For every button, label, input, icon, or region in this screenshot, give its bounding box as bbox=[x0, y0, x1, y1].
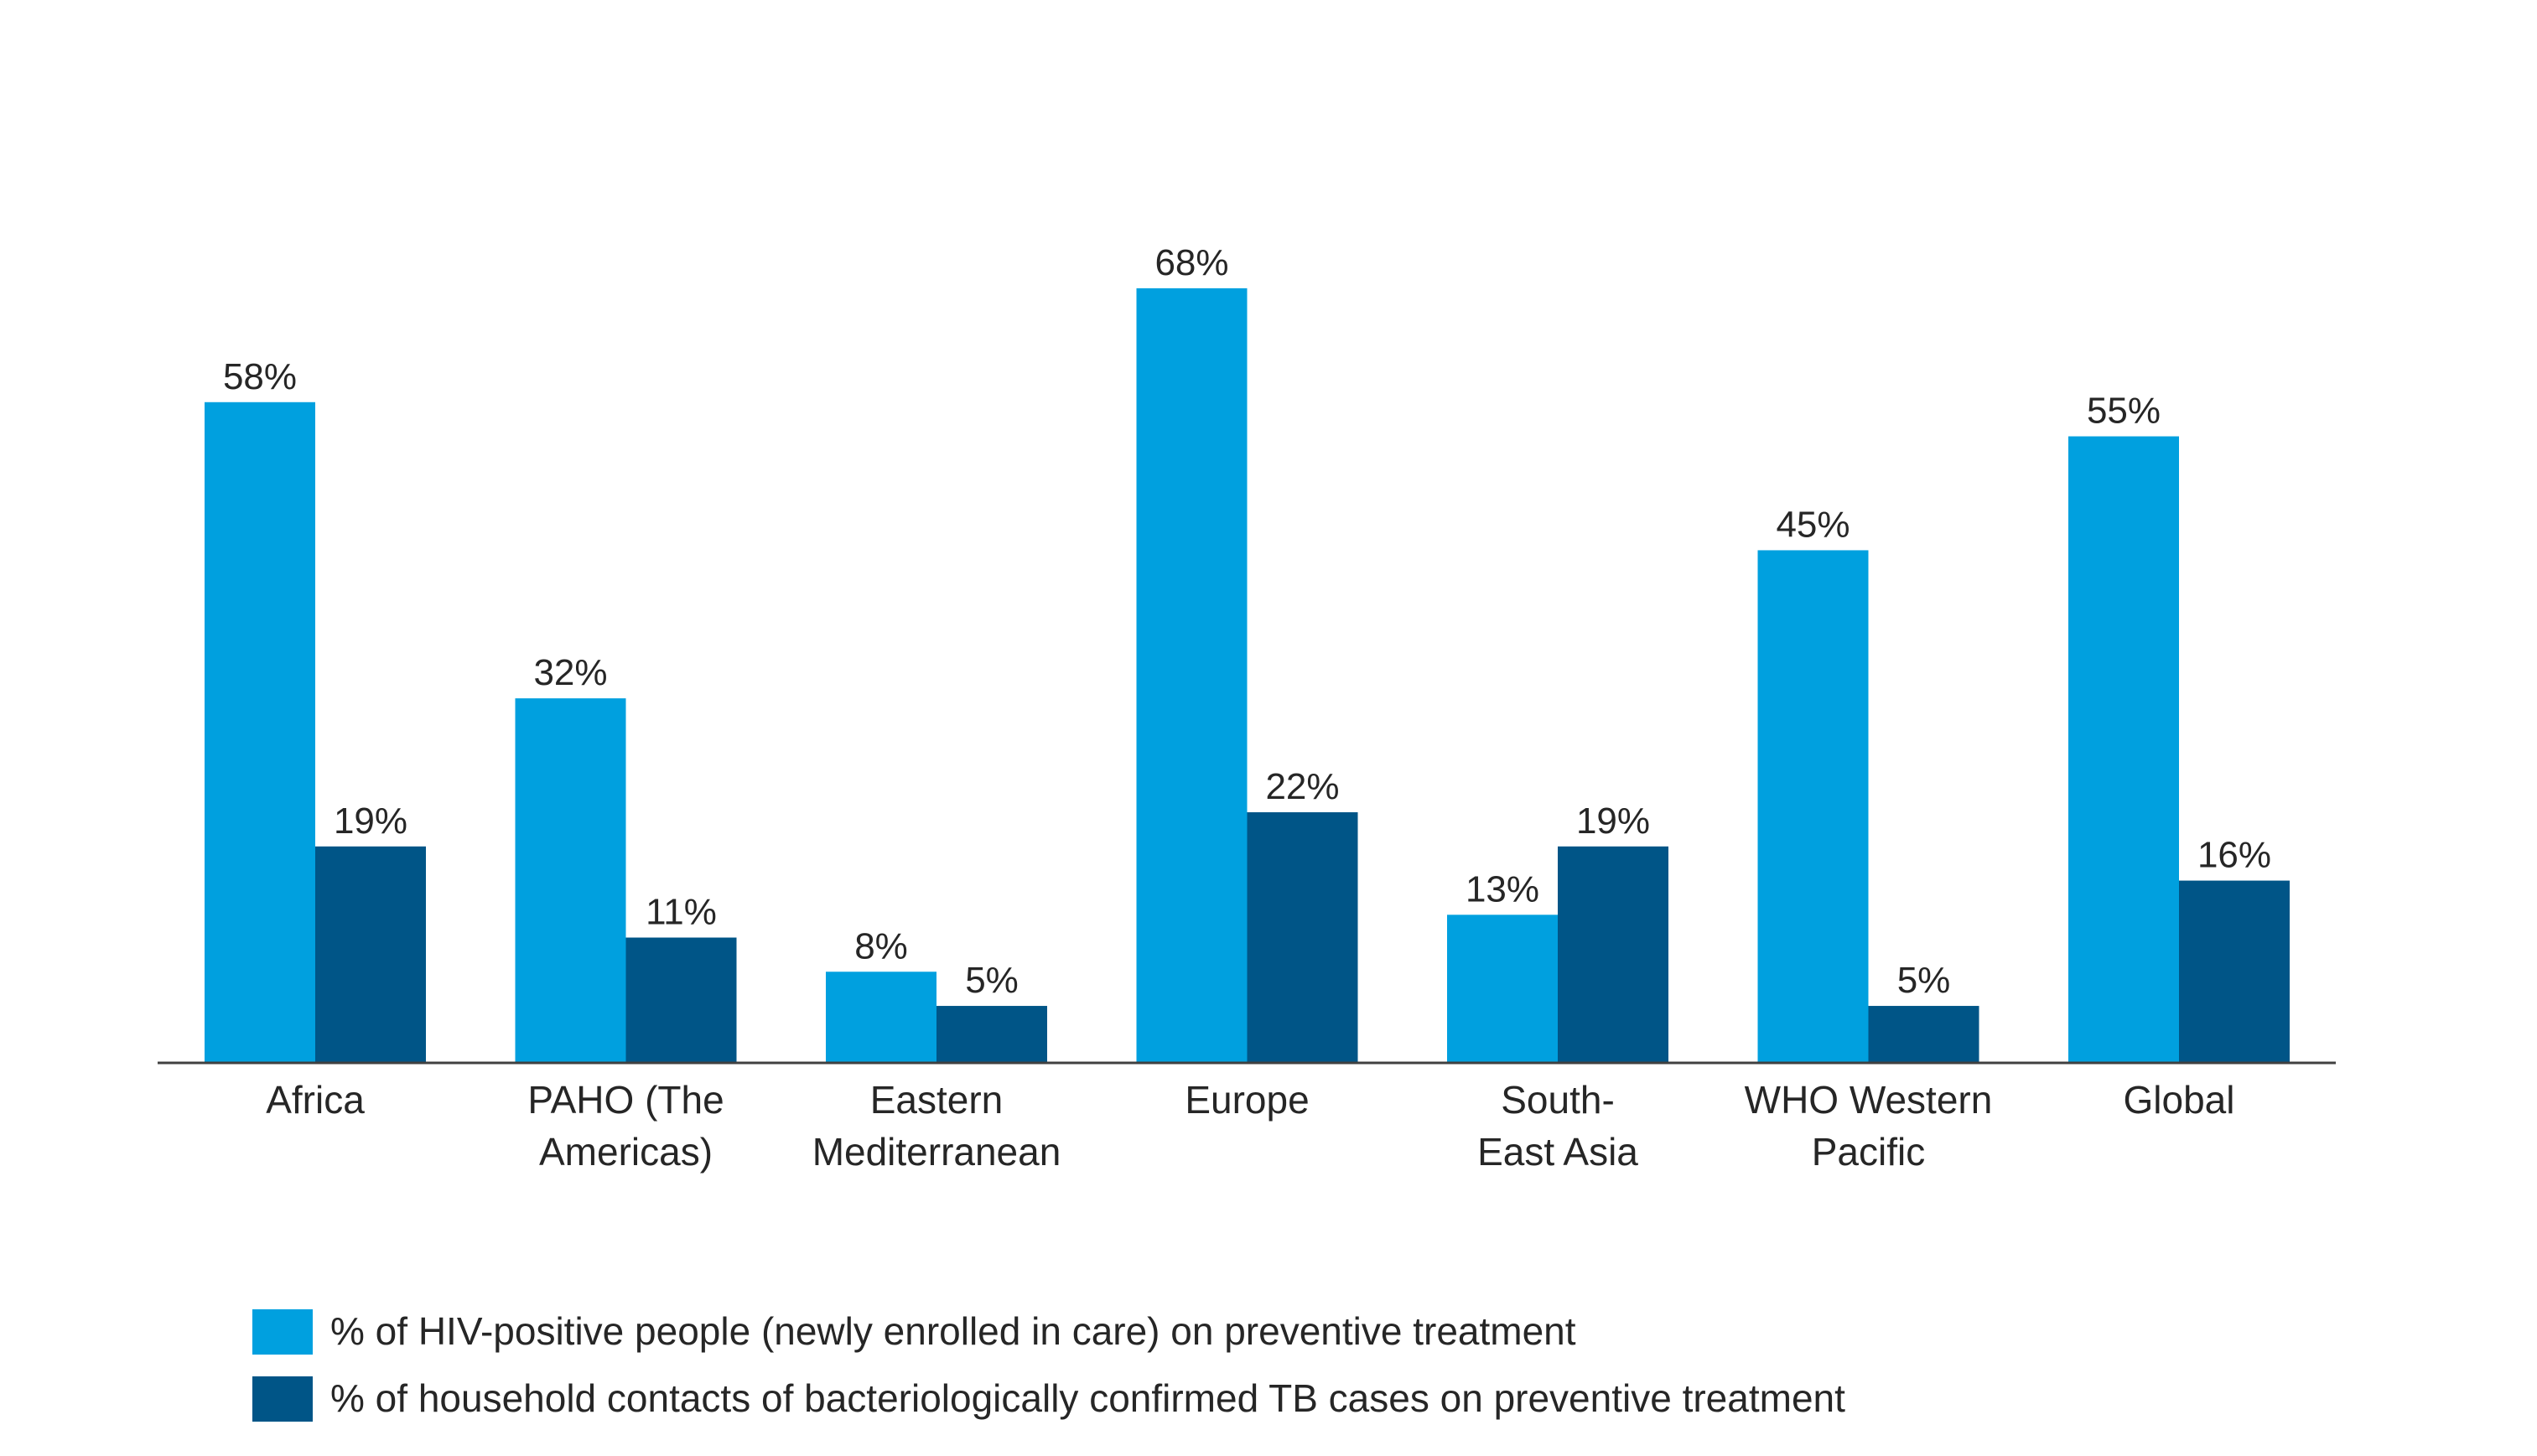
x-tick-label: East Asia bbox=[1477, 1130, 1638, 1174]
bar-household-contacts bbox=[2179, 880, 2290, 1063]
data-label: 11% bbox=[646, 892, 717, 933]
data-label: 19% bbox=[1576, 801, 1650, 842]
bar-hiv-positive bbox=[515, 698, 626, 1063]
x-tick-label: Global bbox=[2124, 1078, 2235, 1122]
bar-hiv-positive bbox=[205, 402, 315, 1063]
data-label: 32% bbox=[533, 652, 607, 693]
x-tick-label: Europe bbox=[1185, 1078, 1309, 1122]
x-tick-labels-layer: Africa PAHO (The Americas) Eastern Mediterra… bbox=[266, 1078, 2234, 1174]
bar-hiv-positive bbox=[1136, 288, 1248, 1063]
legend-label-household-contacts: % of household contacts of bacteriologic… bbox=[330, 1376, 1845, 1420]
bar-hiv-positive bbox=[826, 972, 936, 1063]
x-tick-label: Eastern bbox=[870, 1078, 1004, 1122]
x-tick-label: South- bbox=[1501, 1078, 1615, 1122]
data-label: 16% bbox=[2197, 835, 2271, 876]
x-tick-label: WHO Western bbox=[1745, 1078, 1993, 1122]
data-label: 8% bbox=[854, 925, 908, 966]
x-tick-label: Africa bbox=[266, 1078, 365, 1122]
bars-layer bbox=[205, 288, 2290, 1063]
bar-hiv-positive bbox=[1447, 915, 1558, 1063]
bar-hiv-positive bbox=[1757, 550, 1869, 1063]
data-labels-layer: 58% 19% 32% 11% 8% 5% 68% 22% 13% 19% 45% 5% 55% 16% bbox=[223, 242, 2271, 1001]
bar-household-contacts bbox=[1868, 1006, 1979, 1063]
data-label: 45% bbox=[1776, 504, 1850, 545]
bar-household-contacts bbox=[315, 846, 426, 1063]
legend: % of HIV-positive people (newly enrolled… bbox=[252, 1309, 1845, 1422]
bar-household-contacts bbox=[1247, 812, 1358, 1063]
data-label: 19% bbox=[334, 801, 407, 842]
bar-household-contacts bbox=[625, 937, 737, 1063]
data-label: 68% bbox=[1154, 242, 1228, 283]
bar-household-contacts bbox=[936, 1006, 1047, 1063]
bar-household-contacts bbox=[1558, 846, 1668, 1063]
legend-swatch-hiv-positive bbox=[252, 1309, 313, 1355]
data-label: 22% bbox=[1265, 766, 1339, 807]
legend-swatch-household-contacts bbox=[252, 1376, 313, 1422]
x-tick-label: Pacific bbox=[1812, 1130, 1925, 1174]
data-label: 5% bbox=[965, 960, 1019, 1001]
data-label: 13% bbox=[1466, 868, 1539, 909]
x-tick-label: PAHO (The bbox=[527, 1078, 724, 1122]
legend-label-hiv-positive: % of HIV-positive people (newly enrolled… bbox=[330, 1309, 1576, 1353]
data-label: 5% bbox=[1897, 960, 1951, 1001]
data-label: 58% bbox=[223, 356, 297, 397]
x-tick-label: Mediterranean bbox=[812, 1130, 1061, 1174]
x-tick-label: Americas) bbox=[539, 1130, 713, 1174]
data-label: 55% bbox=[2087, 391, 2161, 432]
bar-hiv-positive bbox=[2068, 436, 2179, 1063]
